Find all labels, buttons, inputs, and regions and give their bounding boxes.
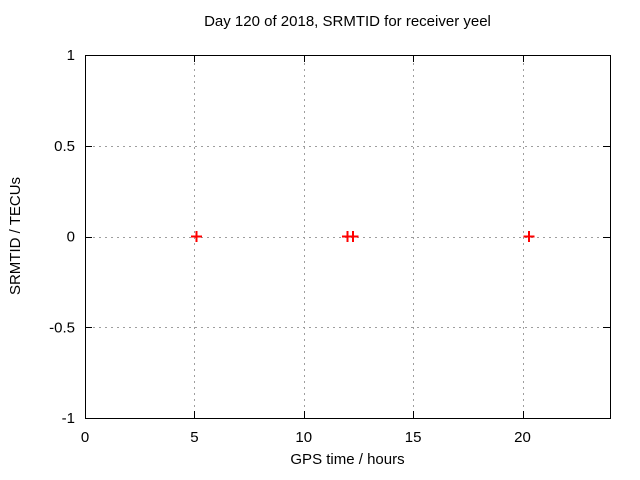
y-tick-label: -1 [62, 410, 75, 427]
y-tick-label: 0.5 [54, 138, 75, 155]
x-tick-label: 10 [295, 429, 312, 446]
y-tick-label: 0 [67, 229, 75, 246]
x-tick-label: 0 [81, 429, 89, 446]
x-tick-label: 5 [190, 429, 198, 446]
x-tick-label: 20 [514, 429, 531, 446]
x-axis-label: GPS time / hours [290, 451, 405, 468]
x-tick-label: 15 [405, 429, 422, 446]
chart-title: Day 120 of 2018, SRMTID for receiver yee… [204, 13, 491, 30]
y-tick-label: 1 [67, 47, 75, 64]
y-tick-label: -0.5 [49, 319, 75, 336]
